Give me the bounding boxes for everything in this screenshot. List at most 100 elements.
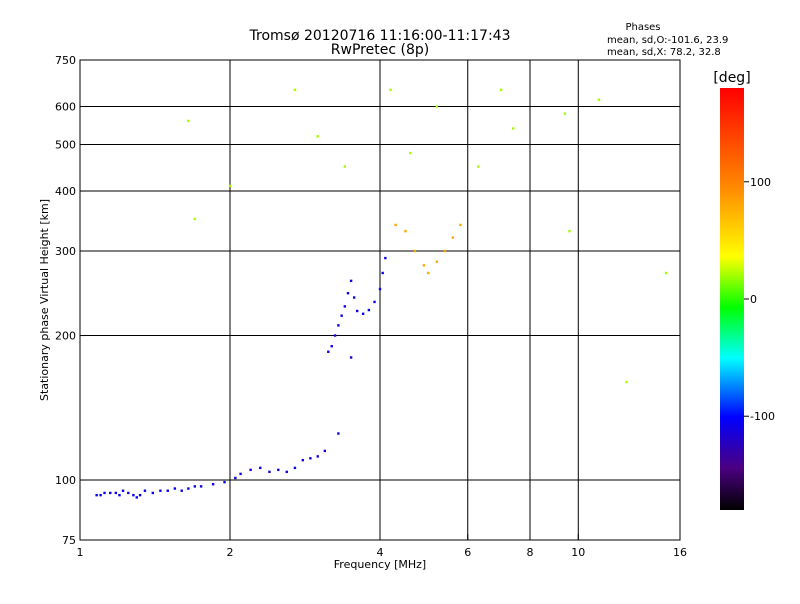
data-point — [135, 496, 138, 499]
data-point — [187, 119, 190, 123]
data-point — [193, 485, 197, 488]
data-point — [159, 489, 162, 492]
data-point — [193, 217, 197, 221]
data-point — [180, 489, 183, 492]
data-point — [114, 491, 118, 495]
data-point — [422, 264, 426, 267]
data-point — [301, 458, 305, 462]
data-point — [563, 112, 567, 115]
data-point — [268, 470, 271, 474]
data-point — [435, 105, 438, 108]
data-point — [378, 287, 382, 291]
data-point — [352, 296, 356, 299]
data-points — [95, 88, 668, 499]
data-point — [259, 466, 262, 470]
x-tick-label: 4 — [377, 546, 384, 559]
phase-stats-o: mean, sd,O:-101.6, 23.9 — [607, 35, 728, 46]
data-point — [343, 305, 347, 308]
data-point — [228, 184, 232, 188]
data-point — [327, 350, 330, 353]
x-tick-label: 6 — [464, 546, 471, 559]
data-point — [323, 449, 327, 453]
data-point — [330, 345, 333, 348]
data-point — [118, 493, 121, 497]
colorbar-tick-label: 100 — [750, 176, 771, 189]
y-tick-label: 400 — [55, 185, 76, 198]
data-point — [121, 489, 125, 492]
data-point — [477, 165, 480, 168]
data-point — [166, 489, 169, 492]
data-point — [568, 229, 571, 233]
data-point — [239, 472, 242, 476]
y-tick-label: 500 — [55, 139, 76, 152]
data-point — [337, 324, 340, 327]
data-point — [138, 493, 142, 497]
chart-title: Tromsø 20120716 11:16:00-11:17:43 — [249, 28, 511, 44]
data-point — [499, 88, 503, 92]
data-point — [349, 356, 353, 359]
chart-subtitle: RwPretec (8p) — [331, 42, 429, 58]
data-point — [435, 260, 438, 263]
y-axis-label: Stationary phase Virtual Height [km] — [38, 199, 51, 401]
data-point — [404, 229, 407, 233]
data-point — [511, 127, 515, 130]
y-tick-label: 75 — [62, 534, 76, 547]
data-point — [355, 309, 359, 313]
data-point — [249, 468, 252, 472]
data-point — [343, 165, 347, 168]
data-point — [103, 491, 106, 495]
data-point — [367, 308, 371, 312]
y-axis-ticks: 75 100 200 300 400 500 600 750 — [55, 54, 86, 547]
data-point — [309, 457, 312, 460]
data-point — [333, 334, 337, 337]
data-point — [443, 249, 447, 253]
data-point — [394, 223, 397, 227]
x-tick-label: 10 — [571, 546, 585, 559]
y-tick-label: 300 — [55, 245, 76, 258]
gridlines — [80, 60, 680, 540]
data-point — [223, 480, 226, 484]
x-tick-label: 8 — [527, 546, 534, 559]
x-tick-label: 16 — [673, 546, 687, 559]
data-point — [597, 98, 601, 101]
data-point — [95, 493, 98, 497]
data-point — [337, 432, 340, 435]
data-point — [234, 476, 237, 480]
data-point — [293, 466, 297, 470]
data-point — [381, 271, 384, 275]
x-tick-label: 1 — [77, 546, 84, 559]
data-point — [625, 380, 628, 384]
phase-stats-title: Phases — [625, 22, 660, 33]
colorbar-ticks: 100 0 -100 — [744, 176, 775, 423]
data-point — [373, 300, 376, 304]
data-point — [173, 487, 177, 490]
data-point — [409, 151, 412, 155]
data-point — [316, 455, 319, 458]
y-tick-label: 100 — [55, 474, 76, 487]
y-tick-label: 600 — [55, 101, 76, 114]
x-axis-ticks: 1 2 4 6 8 10 16 — [77, 534, 687, 559]
data-point — [211, 483, 215, 486]
data-point — [109, 491, 112, 495]
data-point — [132, 493, 135, 497]
data-point — [285, 470, 288, 474]
colorbar-tick-label: 0 — [750, 293, 757, 306]
data-point — [99, 493, 102, 497]
data-point — [187, 487, 190, 490]
data-point — [199, 485, 203, 488]
data-point — [340, 314, 343, 317]
data-point — [143, 489, 147, 492]
data-point — [277, 468, 280, 472]
data-point — [349, 279, 353, 283]
data-point — [427, 271, 430, 275]
data-point — [316, 135, 319, 138]
phase-stats-x: mean, sd,X: 78.2, 32.8 — [607, 47, 721, 58]
data-point — [361, 312, 365, 315]
x-axis-label: Frequency [MHz] — [334, 558, 426, 571]
data-point — [451, 236, 455, 239]
data-point — [413, 249, 417, 253]
y-tick-label: 750 — [55, 54, 76, 67]
colorbar-label: [deg] — [713, 70, 750, 86]
